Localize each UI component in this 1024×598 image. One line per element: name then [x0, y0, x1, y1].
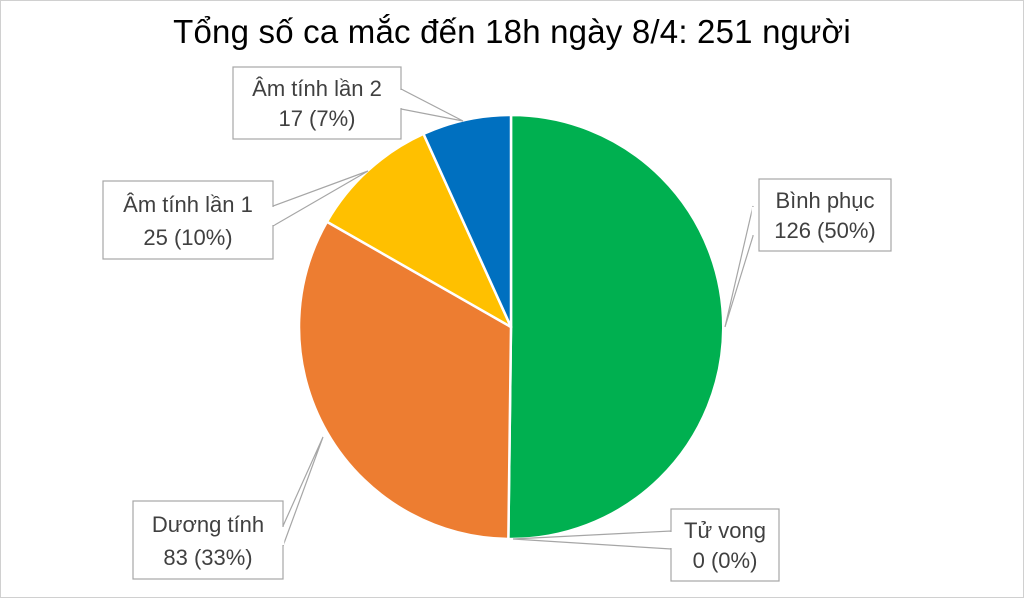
pie-slice-am-tinh-2: [422, 113, 513, 329]
data-label-value: 0 (0%): [693, 548, 758, 573]
data-label-value: 83 (33%): [163, 545, 252, 570]
data-label-category: Âm tính lần 1: [123, 192, 253, 217]
callout-box: [232, 66, 402, 140]
callout-box: [758, 178, 892, 252]
data-label-category: Tử vong: [684, 518, 766, 543]
pie-slice-am-tinh-1: [325, 132, 513, 329]
callout-pointer: [724, 205, 754, 328]
pie-slices: [297, 113, 725, 541]
pie-slice-binh-phuc: [507, 113, 725, 541]
chart-title: Tổng số ca mắc đến 18h ngày 8/4: 251 ngư…: [173, 13, 851, 50]
data-label-binh-phuc: Bình phục 126 (50%): [724, 178, 892, 328]
data-label-tu-vong: Tử vong 0 (0%): [512, 508, 780, 582]
data-label-am-tinh-2: Âm tính lần 2 17 (7%): [232, 66, 464, 140]
data-label-category: Dương tính: [152, 512, 264, 537]
data-label-am-tinh-1: Âm tính lần 1 25 (10%): [102, 170, 369, 260]
callout-pointer: [400, 88, 464, 122]
callout-box: [102, 180, 274, 260]
data-label-value: 126 (50%): [774, 218, 876, 243]
callout-box: [132, 500, 284, 580]
callout-box: [670, 508, 780, 582]
data-label-duong-tinh: Dương tính 83 (33%): [132, 436, 324, 580]
data-label-value: 17 (7%): [278, 106, 355, 131]
callout-pointer: [282, 436, 324, 547]
pie-slice-duong-tinh: [297, 220, 513, 541]
data-label-category: Bình phục: [775, 188, 874, 213]
data-label-value: 25 (10%): [143, 225, 232, 250]
data-label-category: Âm tính lần 2: [252, 76, 382, 101]
